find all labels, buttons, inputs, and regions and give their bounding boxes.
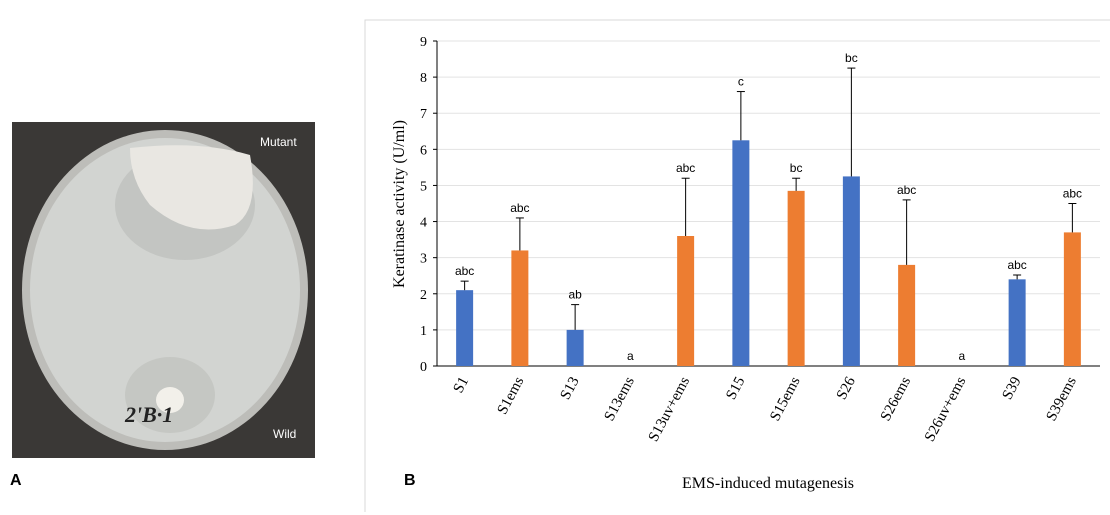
error-bar: [681, 177, 690, 236]
error-bar: [571, 304, 580, 330]
chart-frame: [364, 19, 1110, 512]
mutant-label: Mutant: [260, 135, 297, 149]
wild-colony: [156, 387, 184, 413]
panel-label: B: [404, 472, 416, 489]
error-bar: [847, 67, 856, 177]
y-tick-label: 3: [420, 252, 427, 267]
bar: [566, 329, 584, 366]
bar: [511, 250, 529, 366]
dish-marking: 2'B·1: [124, 402, 173, 427]
x-tick-label: S13uv+ems: [646, 374, 694, 444]
x-tick-label: S13ems: [601, 374, 638, 424]
bar: [898, 264, 916, 366]
y-tick-label: 6: [420, 143, 427, 158]
x-tick-label: S15ems: [767, 374, 804, 424]
panel-label: A: [10, 472, 22, 489]
significance-label: bc: [790, 161, 803, 175]
y-tick-label: 5: [420, 179, 427, 194]
y-tick-label: 9: [420, 35, 427, 50]
y-axis-title: Keratinase activity (U/ml): [391, 120, 408, 288]
bar: [456, 290, 474, 366]
bar: [1063, 232, 1081, 366]
significance-label: ab: [568, 288, 582, 302]
significance-label: abc: [676, 161, 695, 175]
significance-label: abc: [510, 201, 529, 215]
significance-label: a: [627, 349, 634, 363]
error-bar: [460, 280, 469, 291]
bar: [787, 190, 805, 366]
x-tick-label: S1: [451, 374, 473, 396]
x-tick-label: S26uv+ems: [922, 374, 970, 444]
y-tick-label: 4: [420, 216, 427, 231]
wild-label: Wild: [273, 427, 296, 441]
x-tick-label: S39: [1000, 374, 1025, 402]
significance-label: abc: [1063, 187, 1082, 201]
significance-label: abc: [897, 183, 916, 197]
bar: [732, 140, 750, 366]
x-tick-label: S1ems: [494, 374, 527, 417]
x-tick-label: S39ems: [1043, 374, 1080, 424]
significance-label: abc: [455, 264, 474, 278]
x-axis-title: EMS-induced mutagenesis: [682, 475, 854, 492]
y-tick-label: 8: [420, 71, 427, 86]
error-bar: [736, 91, 745, 141]
significance-label: bc: [845, 51, 858, 65]
significance-label: c: [738, 75, 744, 89]
bar: [1008, 279, 1026, 366]
bar: [842, 176, 860, 366]
error-bar: [792, 177, 801, 191]
error-bar: [1068, 203, 1077, 233]
x-tick-label: S15: [723, 374, 748, 402]
x-tick-label: S26: [834, 374, 859, 403]
significance-label: a: [959, 349, 966, 363]
y-tick-label: 7: [420, 107, 427, 122]
y-tick-label: 2: [420, 288, 427, 303]
x-tick-label: S13: [558, 374, 583, 402]
significance-label: abc: [1007, 258, 1026, 272]
bar: [677, 236, 695, 366]
x-tick-label: S26ems: [878, 374, 915, 424]
y-tick-label: 1: [420, 324, 427, 339]
error-bar: [902, 199, 911, 265]
photo: Mutant Wild 2'B·1: [12, 122, 315, 458]
error-bar: [1013, 274, 1022, 280]
y-tick-label: 0: [420, 360, 427, 375]
mutant-colony: [130, 145, 253, 230]
error-bar: [515, 217, 524, 251]
